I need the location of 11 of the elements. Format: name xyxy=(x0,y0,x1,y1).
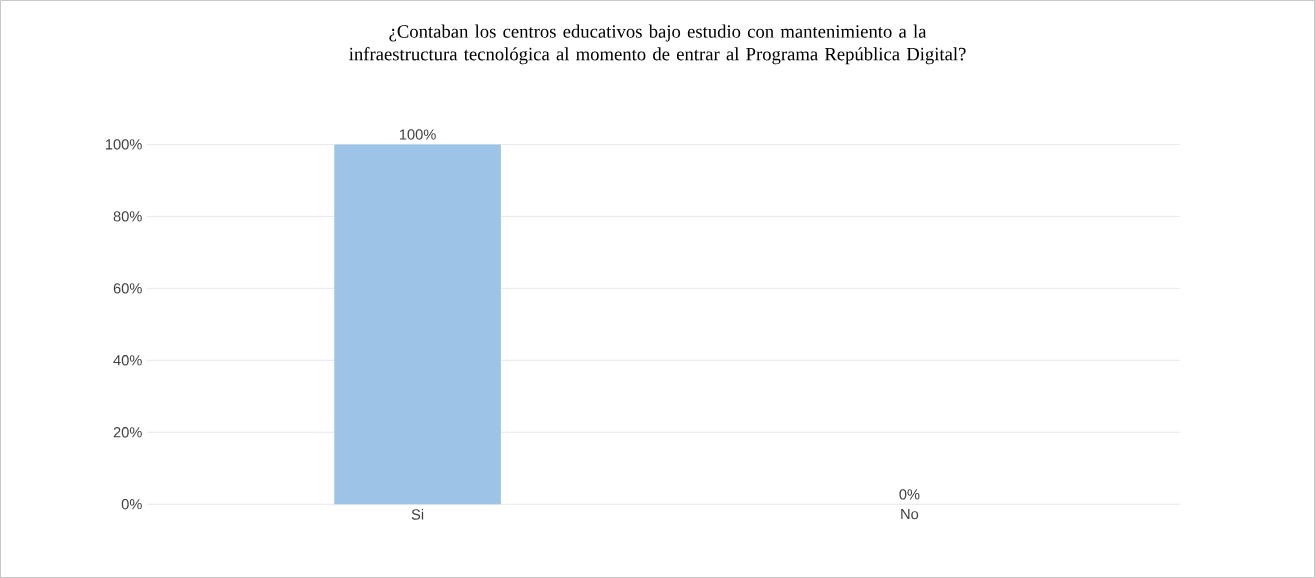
y-tick-label: 40% xyxy=(113,355,142,366)
data-label: 100% xyxy=(399,129,436,140)
x-tick-label: No xyxy=(901,508,919,520)
x-tick-label: Si xyxy=(411,508,424,520)
y-tick-label: 100% xyxy=(105,139,142,150)
data-label: 0% xyxy=(899,489,920,500)
y-tick-label: 80% xyxy=(113,211,142,222)
y-tick-label: 20% xyxy=(113,427,142,438)
chart-title: ¿Contaban los centros educativos bajo estudio con mantenimiento a la infraestructura tecnológica al momento de entrar al Programa República Digital? xyxy=(349,24,966,65)
y-tick-label: 0% xyxy=(121,499,142,510)
y-tick-label: 60% xyxy=(113,283,142,294)
